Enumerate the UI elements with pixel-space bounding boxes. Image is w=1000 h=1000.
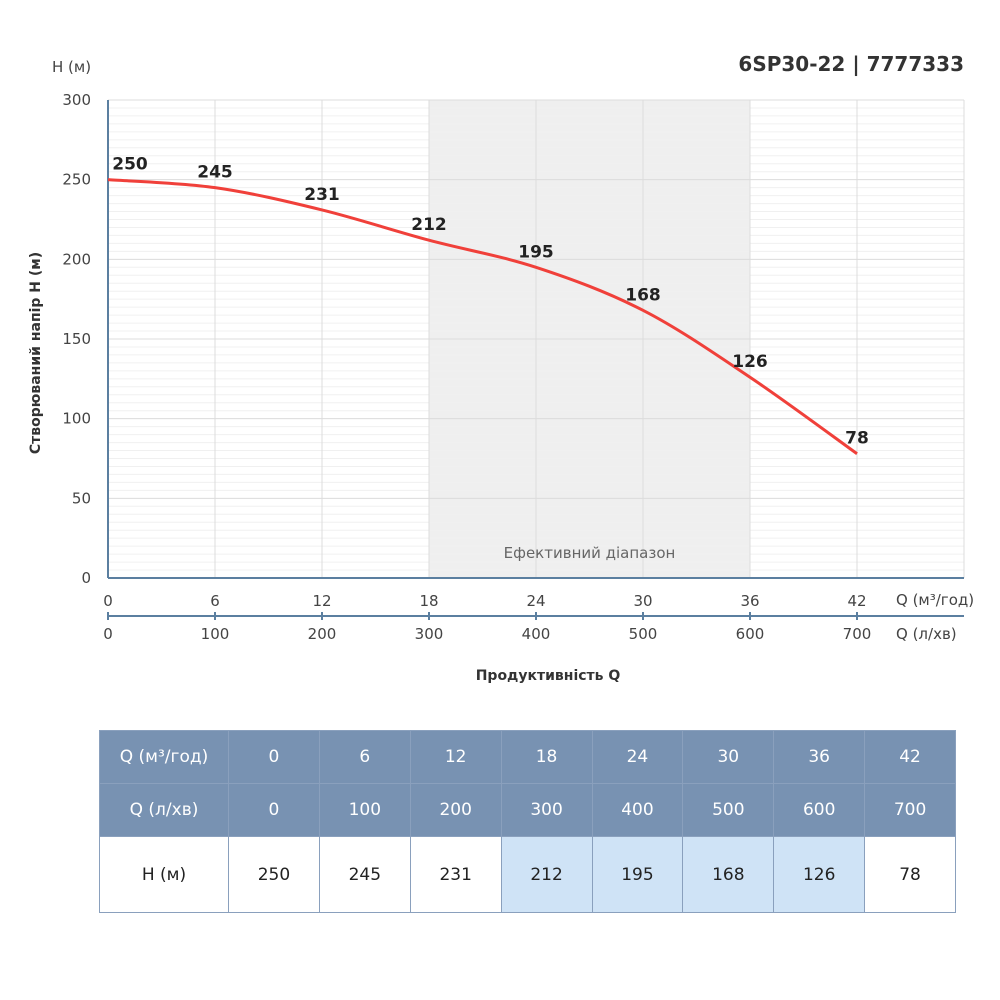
y-tick-label: 150 <box>62 330 91 348</box>
plot: Ефективний діапазон050100150200250300006… <box>62 91 965 643</box>
y-tick-label: 250 <box>62 171 91 189</box>
x2-tick-label: 700 <box>843 625 872 643</box>
data-label: 195 <box>518 242 554 262</box>
table-cell: 600 <box>773 783 866 837</box>
y-tick-label: 200 <box>62 250 91 268</box>
table-cell: 195 <box>591 836 684 913</box>
data-label: 168 <box>625 285 661 305</box>
table-cell: 126 <box>773 836 866 913</box>
x-tick-label: 30 <box>633 592 652 610</box>
data-label: 78 <box>845 429 869 449</box>
table-cell: 200 <box>409 783 502 837</box>
x-tick-label: 24 <box>526 592 545 610</box>
x-tick-label: 6 <box>210 592 220 610</box>
y-tick-label: 100 <box>62 410 91 428</box>
x2-tick-label: 600 <box>736 625 765 643</box>
y-tick-label: 50 <box>72 489 91 507</box>
x2-tick-label: 500 <box>629 625 658 643</box>
efficient-range-label: Ефективний діапазон <box>504 544 676 562</box>
table-cell: 250 <box>228 836 320 913</box>
table-cell: 24 <box>591 730 684 784</box>
table-cell: 18 <box>500 730 593 784</box>
head-curve-line <box>107 178 858 455</box>
table-cell: 300 <box>500 783 593 837</box>
x2-tick-label: 200 <box>308 625 337 643</box>
x-tick-label: 42 <box>847 592 866 610</box>
table-cell: 36 <box>773 730 866 784</box>
table-cell: 700 <box>864 783 956 837</box>
x-tick-label: 0 <box>103 592 113 610</box>
y-unit-label: H (м) <box>52 58 92 76</box>
x-tick-label: 18 <box>419 592 438 610</box>
x2-tick-label: 300 <box>415 625 444 643</box>
table-cell: 6 <box>318 730 411 784</box>
data-label: 245 <box>197 163 233 183</box>
table-row: Q (м³/год) 0 6 12 18 24 30 36 42 <box>99 730 956 784</box>
x-unit-primary: Q (м³/год) <box>896 591 975 609</box>
table-cell: 245 <box>318 836 411 913</box>
chart-title: 6SP30-22 | 7777333 <box>738 52 964 76</box>
table-row: Q (л/хв) 0 100 200 300 400 500 600 700 <box>99 783 956 837</box>
table-cell: 212 <box>500 836 593 913</box>
table-cell: 500 <box>682 783 775 837</box>
data-label: 212 <box>411 215 447 235</box>
table-cell: 100 <box>318 783 411 837</box>
y-tick-label: 300 <box>62 91 91 109</box>
x2-tick-label: 400 <box>522 625 551 643</box>
data-table: Q (м³/год) 0 6 12 18 24 30 36 42 Q (л/хв) 0 100 200 3… <box>99 730 956 913</box>
table-cell: 231 <box>409 836 502 913</box>
x2-tick-label: 100 <box>201 625 230 643</box>
data-label: 231 <box>304 185 340 205</box>
table-cell: 30 <box>682 730 775 784</box>
table-cell: 12 <box>409 730 502 784</box>
x-tick-label: 36 <box>740 592 759 610</box>
table-cell: 168 <box>682 836 775 913</box>
table-cell: 78 <box>864 836 956 913</box>
table-cell: 42 <box>864 730 956 784</box>
row-label: Q (м³/год) <box>99 730 229 784</box>
table-row: H (м) 250 245 231 212 195 168 126 78 <box>99 836 956 913</box>
x-axis-label: Продуктивність Q <box>475 668 621 684</box>
x-unit-secondary: Q (л/хв) <box>896 625 957 643</box>
data-label: 126 <box>732 352 768 372</box>
data-label: 250 <box>112 155 148 175</box>
x-tick-label: 12 <box>312 592 331 610</box>
table-cell: 0 <box>228 730 320 784</box>
table-cell: 0 <box>228 783 320 837</box>
y-tick-label: 0 <box>81 569 91 587</box>
row-label: H (м) <box>99 836 229 913</box>
row-label: Q (л/хв) <box>99 783 229 837</box>
x2-tick-label: 0 <box>103 625 113 643</box>
table-cell: 400 <box>591 783 684 837</box>
